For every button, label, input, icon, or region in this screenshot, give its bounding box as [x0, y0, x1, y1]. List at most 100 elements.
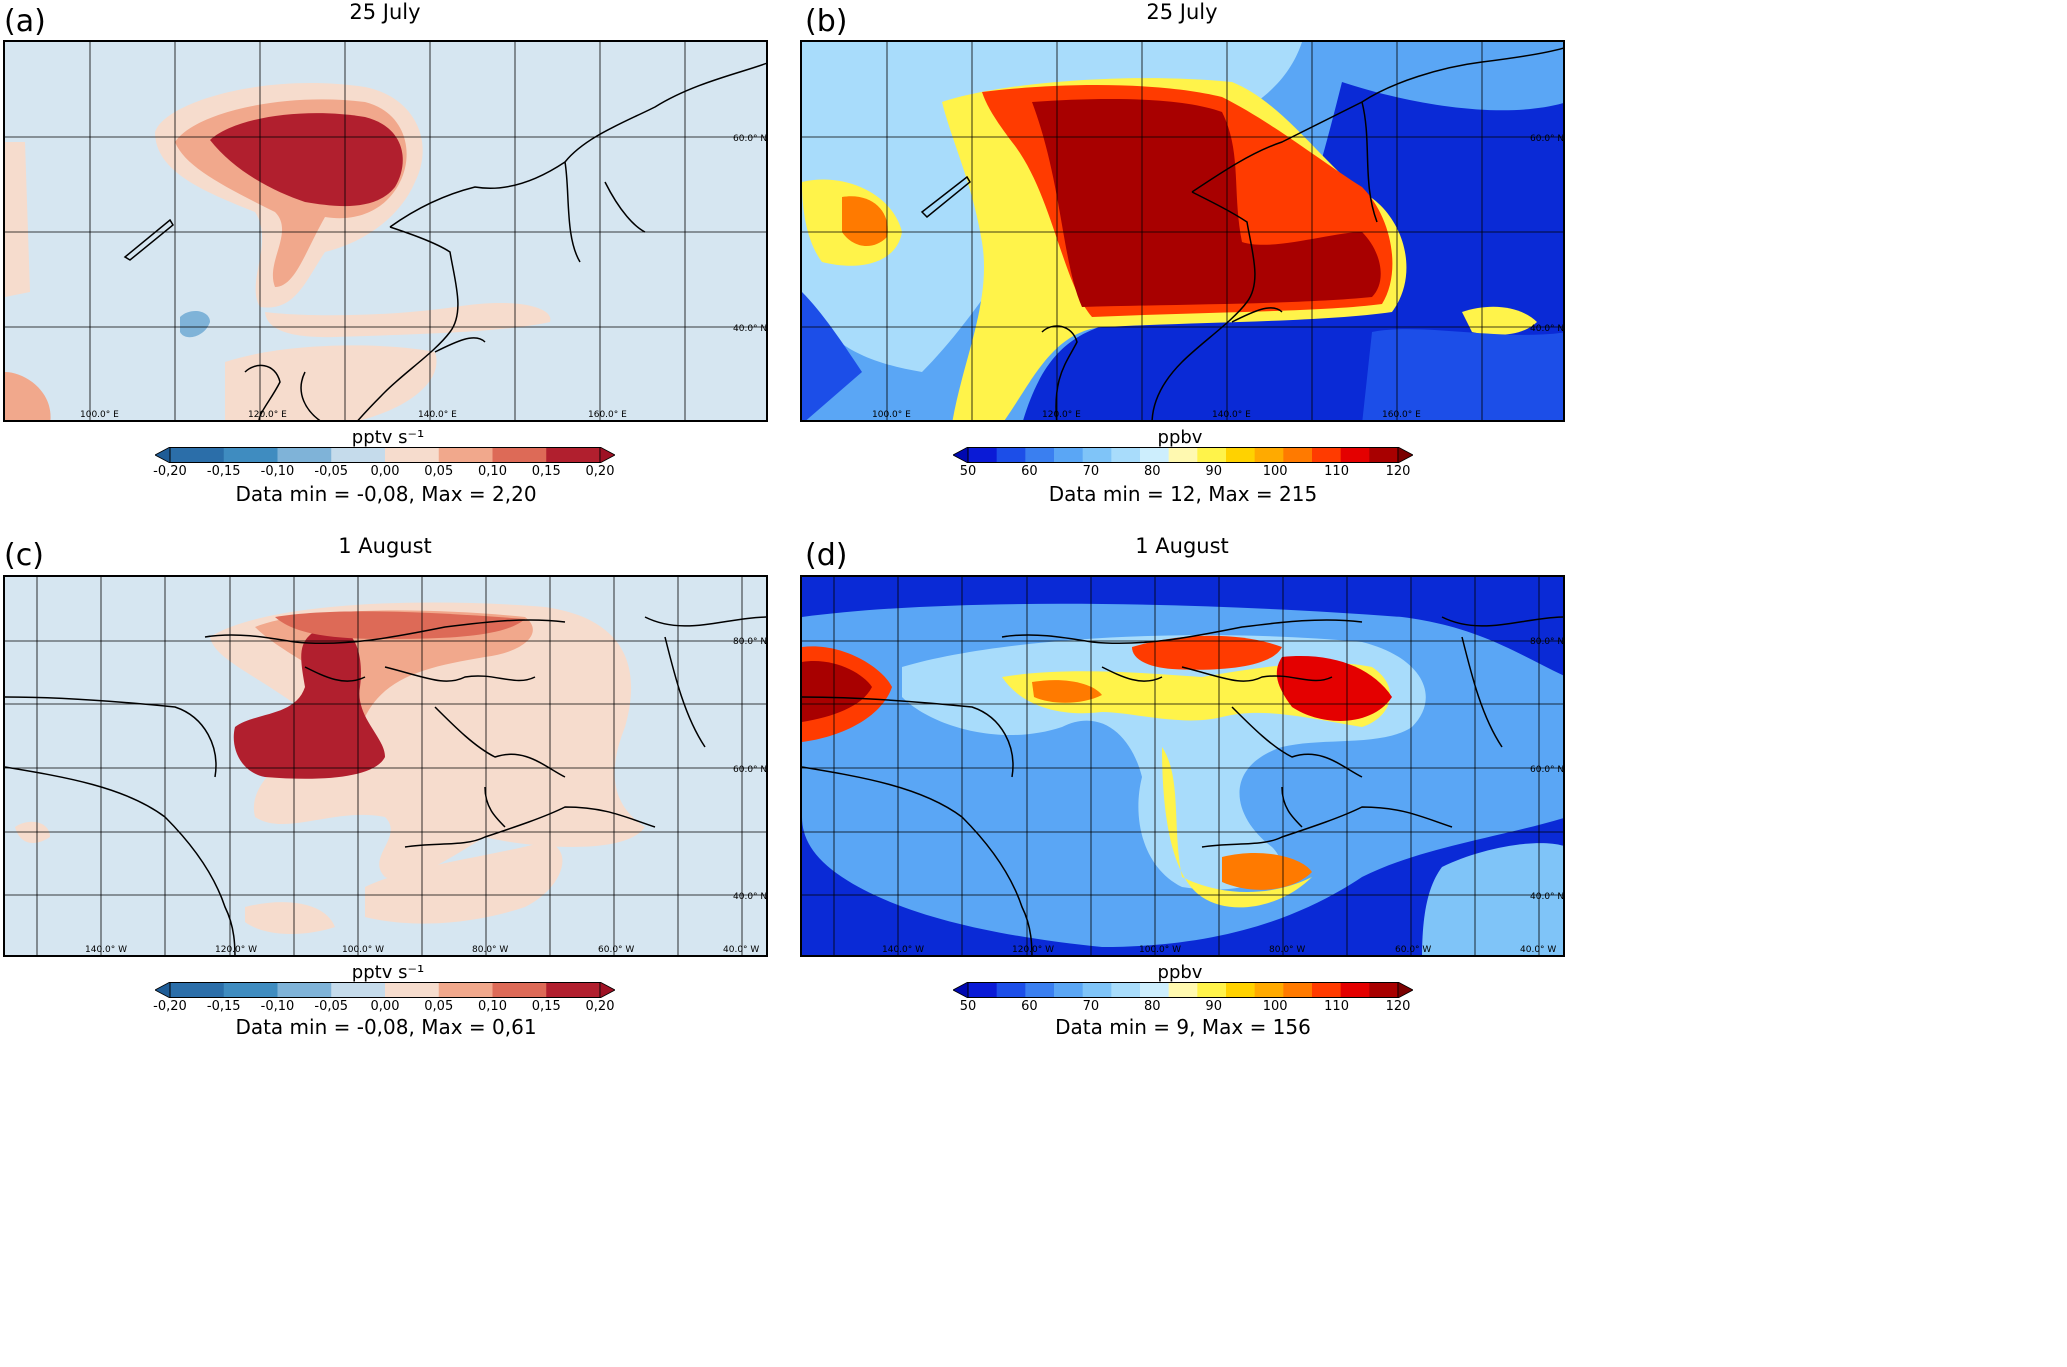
colorbar-tick-label: 100: [1262, 464, 1288, 479]
panel-label: (a): [4, 4, 46, 39]
colorbar-ticks: 50 60 70 80 90 100 110 120: [960, 464, 1411, 482]
panel-title: 25 July: [1146, 0, 1218, 24]
map-svg: [802, 42, 1563, 420]
map-area: 60.0° N 40.0° N 100.0° E 120.0° E 140.0°…: [3, 40, 768, 422]
coastline: [920, 47, 1563, 420]
panel-label: (b): [805, 4, 848, 39]
colorbar-tick-label: 0,15: [531, 464, 561, 479]
lat-label: 60.0° N: [1530, 765, 1565, 775]
data-min-max: Data min = 9, Max = 156: [1055, 1015, 1311, 1039]
colorbar-unit: pptv s⁻¹: [351, 427, 425, 448]
colorbar-tick-label: 80: [1144, 999, 1161, 1014]
field-orange-south: [1222, 852, 1312, 890]
colorbar-tick-label: -0,05: [314, 464, 349, 479]
field-red-north: [1132, 635, 1282, 670]
colorbar-swatch: [1254, 982, 1284, 998]
panel-label: (d): [805, 538, 848, 573]
colorbar-over-arrow: [599, 981, 616, 999]
colorbar-swatch: [331, 447, 386, 463]
colorbar-swatch: [1168, 447, 1198, 463]
graticule: [802, 42, 1563, 420]
colorbar-over-arrow: [1397, 981, 1414, 999]
lon-label: 100.0° E: [872, 410, 911, 420]
map-area: 60.0° N 40.0° N 100.0° E 120.0° E 140.0°…: [800, 40, 1565, 422]
colorbar-tick-label: 90: [1205, 464, 1222, 479]
map-area: 80.0° N 60.0° N 40.0° N 140.0° W 120.0° …: [800, 575, 1565, 957]
data-min-max: Data min = 12, Max = 215: [1048, 482, 1318, 506]
graticule: [802, 577, 1563, 955]
coastline: [5, 616, 766, 955]
colorbar-under-arrow: [154, 981, 171, 999]
colorbar-swatch: [385, 447, 440, 463]
colorbar-tick-label: -0,15: [206, 999, 241, 1014]
colorbar-swatch: [1312, 447, 1342, 463]
colorbar-unit: pptv s⁻¹: [351, 962, 425, 983]
colorbar-tick-label: 0,05: [424, 999, 454, 1014]
colorbar-swatch: [1197, 982, 1227, 998]
colorbar-swatch: [1025, 447, 1055, 463]
negative-patch: [180, 310, 210, 338]
colorbar-tick-label: 50: [959, 999, 977, 1014]
colorbar: [952, 446, 1414, 464]
colorbar-svg: [952, 981, 1414, 999]
lon-label: 120.0° W: [215, 945, 258, 955]
plume-southeast: [365, 842, 563, 924]
lat-label: 60.0° N: [733, 765, 768, 775]
lon-label: 60.0° W: [598, 945, 635, 955]
map-svg: [5, 42, 766, 420]
colorbar-swatch: [438, 982, 493, 998]
field-orange-mid: [1032, 680, 1102, 703]
lon-label: 120.0° W: [1012, 945, 1055, 955]
colorbar: [154, 981, 616, 999]
map-svg: [802, 577, 1563, 955]
colorbar-swatch: [385, 982, 440, 998]
colorbar-swatch: [1283, 447, 1313, 463]
lon-label: 100.0° W: [342, 945, 385, 955]
colorbar-tick-label: 60: [1021, 464, 1038, 479]
lat-label: 40.0° N: [1530, 892, 1565, 902]
colorbar-swatch: [331, 982, 386, 998]
colorbar-tick-label: 70: [1082, 464, 1100, 479]
colorbar-swatch: [438, 447, 493, 463]
lat-label: 40.0° N: [1530, 324, 1565, 334]
colorbar-swatch: [223, 447, 278, 463]
colorbar-tick-label: -0,05: [314, 999, 349, 1014]
colorbar-tick-label: -0,10: [260, 464, 295, 479]
colorbar-tick-label: 0,20: [585, 999, 615, 1014]
colorbar-tick-label: -0,20: [153, 464, 187, 479]
lon-label: 140.0° W: [85, 945, 128, 955]
colorbar-swatch: [492, 982, 547, 998]
colorbar-swatch: [1025, 982, 1055, 998]
field-darkred-west: [802, 661, 872, 722]
coastline: [244, 62, 766, 420]
data-min-max: Data min = -0,08, Max = 0,61: [235, 1015, 537, 1039]
lat-label: 60.0° N: [733, 134, 768, 144]
lat-label: 80.0° N: [1530, 637, 1565, 647]
colorbar-tick-label: 0,05: [424, 464, 454, 479]
lon-label: 100.0° W: [1139, 945, 1182, 955]
lon-label: 140.0° E: [418, 410, 457, 420]
data-min-max: Data min = -0,08, Max = 2,20: [235, 482, 537, 506]
colorbar-tick-label: 60: [1021, 999, 1038, 1014]
colorbar-tick-label: 0,00: [370, 999, 400, 1014]
colorbar-tick-label: 0,10: [478, 999, 507, 1014]
colorbar-swatch: [1197, 447, 1227, 463]
lon-label: 140.0° W: [882, 945, 925, 955]
lon-label: 60.0° W: [1395, 945, 1432, 955]
lon-label: 120.0° E: [1042, 410, 1081, 420]
map-area: 80.0° N 60.0° N 40.0° N 140.0° W 120.0° …: [3, 575, 768, 957]
lon-label: 120.0° E: [248, 410, 287, 420]
colorbar-swatch: [170, 447, 225, 463]
colorbar-under-arrow: [154, 446, 171, 464]
colorbar-tick-label: 50: [959, 464, 977, 479]
colorbar: [952, 981, 1414, 999]
map-svg: [5, 577, 766, 955]
field-red-east: [1276, 656, 1392, 721]
colorbar-under-arrow: [952, 446, 969, 464]
coastline: [802, 616, 1563, 955]
lat-label: 40.0° N: [733, 324, 768, 334]
colorbar-tick-label: 90: [1205, 999, 1222, 1014]
lat-label: 80.0° N: [733, 637, 768, 647]
colorbar-tick-label: -0,10: [260, 999, 295, 1014]
lon-label: 100.0° E: [80, 410, 119, 420]
